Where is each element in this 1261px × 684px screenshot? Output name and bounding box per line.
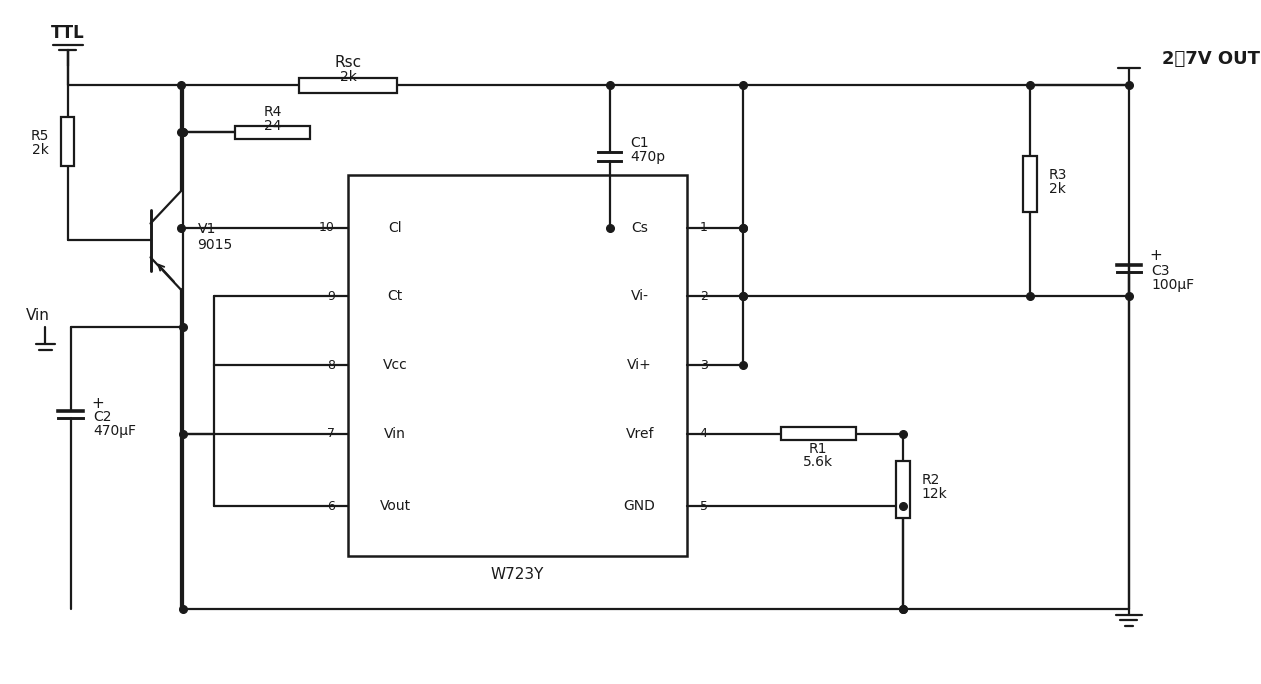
- Bar: [299, 78, 397, 93]
- Text: 10: 10: [319, 222, 335, 235]
- Text: Vin: Vin: [385, 427, 406, 440]
- Text: 5.6k: 5.6k: [803, 455, 834, 469]
- Text: 7: 7: [327, 427, 335, 440]
- Text: 9015: 9015: [198, 238, 233, 252]
- Bar: [897, 462, 909, 518]
- Text: R2: R2: [922, 473, 941, 487]
- Text: V1: V1: [198, 222, 216, 236]
- Text: R5: R5: [30, 129, 49, 143]
- Text: C3: C3: [1151, 263, 1170, 278]
- Text: Vref: Vref: [625, 427, 654, 440]
- Text: R3: R3: [1049, 168, 1067, 181]
- Text: 12k: 12k: [922, 488, 947, 501]
- Text: 6: 6: [327, 499, 335, 512]
- Text: 470μF: 470μF: [93, 424, 136, 438]
- Text: R4: R4: [264, 105, 282, 120]
- Text: 4: 4: [700, 427, 707, 440]
- Text: Vin: Vin: [26, 308, 50, 323]
- Text: TTL: TTL: [50, 25, 84, 42]
- Text: 2: 2: [700, 290, 707, 303]
- Text: Rsc: Rsc: [334, 55, 362, 70]
- Text: 1: 1: [700, 222, 707, 235]
- Text: 9: 9: [327, 290, 335, 303]
- Text: Cl: Cl: [388, 221, 402, 235]
- Bar: [61, 117, 74, 166]
- Text: 24: 24: [264, 118, 281, 133]
- Bar: [348, 174, 687, 555]
- Text: C1: C1: [630, 136, 649, 150]
- Text: Cs: Cs: [632, 221, 648, 235]
- Text: Vout: Vout: [380, 499, 411, 513]
- Text: +: +: [1150, 248, 1163, 263]
- Text: 5: 5: [700, 499, 707, 512]
- Bar: [1024, 156, 1037, 212]
- Text: R1: R1: [810, 442, 827, 456]
- Bar: [235, 126, 310, 139]
- Text: +: +: [91, 395, 103, 410]
- Text: GND: GND: [624, 499, 656, 513]
- Text: 100μF: 100μF: [1151, 278, 1194, 291]
- Text: Vcc: Vcc: [382, 358, 407, 372]
- Text: 2k: 2k: [32, 143, 49, 157]
- Bar: [781, 427, 856, 440]
- Text: Vi+: Vi+: [627, 358, 652, 372]
- Text: 2～7V OUT: 2～7V OUT: [1161, 50, 1260, 68]
- Text: W723Y: W723Y: [491, 567, 543, 582]
- Text: C2: C2: [93, 410, 112, 424]
- Text: 470p: 470p: [630, 150, 666, 163]
- Text: 8: 8: [327, 358, 335, 371]
- Text: 2k: 2k: [1049, 182, 1066, 196]
- Text: 2k: 2k: [339, 70, 357, 83]
- Text: Ct: Ct: [387, 289, 402, 304]
- Text: 3: 3: [700, 358, 707, 371]
- Text: Vi-: Vi-: [630, 289, 648, 304]
